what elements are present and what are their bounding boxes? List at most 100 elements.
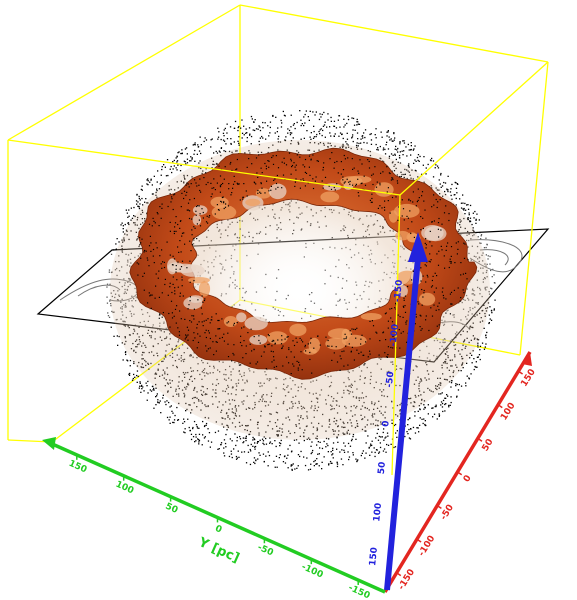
ring-dot: [364, 184, 367, 186]
ring-dot: [197, 205, 199, 207]
ring-dot: [159, 255, 161, 257]
ring-dot: [372, 325, 375, 327]
ring-dot: [191, 315, 193, 317]
ring-dot: [450, 262, 452, 264]
ring-highlight: [374, 182, 394, 197]
cloud-dot: [444, 403, 446, 406]
cloud-dot: [346, 122, 348, 125]
cloud-dot: [146, 183, 148, 185]
ring-dot: [460, 274, 462, 276]
ring-dot: [223, 207, 225, 210]
cloud-dot: [187, 418, 189, 420]
ring-dot: [371, 197, 373, 200]
cloud-dot: [408, 428, 410, 431]
cloud-dot: [243, 441, 245, 443]
ring-dot: [216, 204, 218, 206]
cloud-dot: [316, 444, 318, 446]
cloud-dot: [224, 127, 226, 130]
ring-dot: [243, 183, 245, 185]
cloud-dot: [353, 124, 356, 126]
cloud-dot: [210, 146, 212, 148]
cloud-dot: [259, 137, 261, 139]
cloud-dot: [327, 451, 329, 453]
ring-dot: [342, 179, 344, 181]
cloud-dot: [108, 316, 111, 318]
ring-dot: [264, 162, 266, 165]
ring-dot: [412, 201, 414, 203]
ring-dot: [251, 350, 253, 352]
ring-dot: [387, 346, 389, 348]
cloud-dot: [246, 137, 248, 139]
cloud-dot: [179, 170, 182, 172]
cloud-dot: [299, 110, 301, 112]
cloud-dot: [136, 381, 138, 383]
cloud-dot: [375, 128, 377, 130]
cloud-dot: [282, 461, 285, 463]
ring-dot: [351, 346, 353, 348]
ring-dot: [374, 166, 376, 168]
cloud-dot: [381, 436, 383, 438]
cloud-dot: [450, 396, 452, 398]
ring-dot: [369, 353, 371, 355]
cloud-dot: [462, 202, 464, 204]
cloud-dot: [332, 457, 334, 459]
ring-highlight: [245, 198, 261, 207]
cloud-dot: [184, 428, 186, 430]
ring-dot: [255, 183, 257, 185]
cloud-dot: [450, 386, 452, 388]
cloud-dot: [462, 208, 464, 210]
cloud-dot: [226, 123, 228, 125]
ring-dot: [138, 263, 140, 265]
ring-dot: [273, 366, 275, 368]
cloud-dot: [190, 156, 192, 158]
cloud-dot: [231, 456, 233, 459]
ring-dot: [386, 356, 388, 358]
cloud-dot: [237, 126, 239, 129]
cloud-dot: [478, 354, 481, 356]
cloud-dot: [292, 463, 294, 465]
cloud-dot: [247, 444, 249, 447]
ring-dot: [236, 168, 238, 170]
ring-dot: [295, 178, 297, 180]
cloud-dot: [300, 119, 302, 121]
cloud-dot: [124, 351, 127, 354]
cloud-dot: [186, 158, 189, 160]
ring-dot: [147, 302, 149, 304]
ring-dot: [214, 189, 216, 191]
cloud-dot: [257, 441, 260, 443]
ring-dot: [463, 292, 465, 294]
cloud-dot: [265, 138, 267, 140]
ring-dot: [399, 316, 401, 318]
ring-dot: [430, 307, 432, 309]
cloud-dot: [371, 444, 373, 446]
cloud-dot: [314, 459, 316, 462]
ring-dot: [327, 339, 329, 342]
ring-dot: [184, 338, 186, 340]
ring-dot: [175, 271, 177, 273]
ring-dot: [266, 180, 268, 182]
cloud-dot: [107, 312, 109, 314]
cloud-dot: [238, 144, 240, 146]
ring-dot: [193, 315, 195, 317]
ring-dot: [385, 339, 387, 341]
cloud-dot: [369, 445, 372, 447]
cloud-dot: [238, 136, 240, 138]
cloud-dot: [343, 451, 346, 453]
ring-dot: [188, 304, 190, 306]
ring-dot: [367, 159, 369, 161]
ring-dot: [309, 358, 311, 361]
cloud-dot: [485, 335, 487, 337]
cloud-dot: [197, 146, 199, 148]
cloud-dot: [413, 162, 415, 164]
ring-dot: [423, 200, 425, 202]
ring-dot: [193, 280, 195, 282]
ring-dot: [174, 287, 176, 289]
cloud-dot: [267, 465, 269, 467]
ring-dot: [448, 213, 450, 215]
cloud-dot: [261, 438, 264, 440]
ring-dot: [331, 152, 333, 154]
cloud-dot: [189, 429, 191, 432]
ring-dot: [449, 260, 451, 263]
ring-dot: [331, 345, 333, 347]
ring-dot: [419, 326, 421, 328]
